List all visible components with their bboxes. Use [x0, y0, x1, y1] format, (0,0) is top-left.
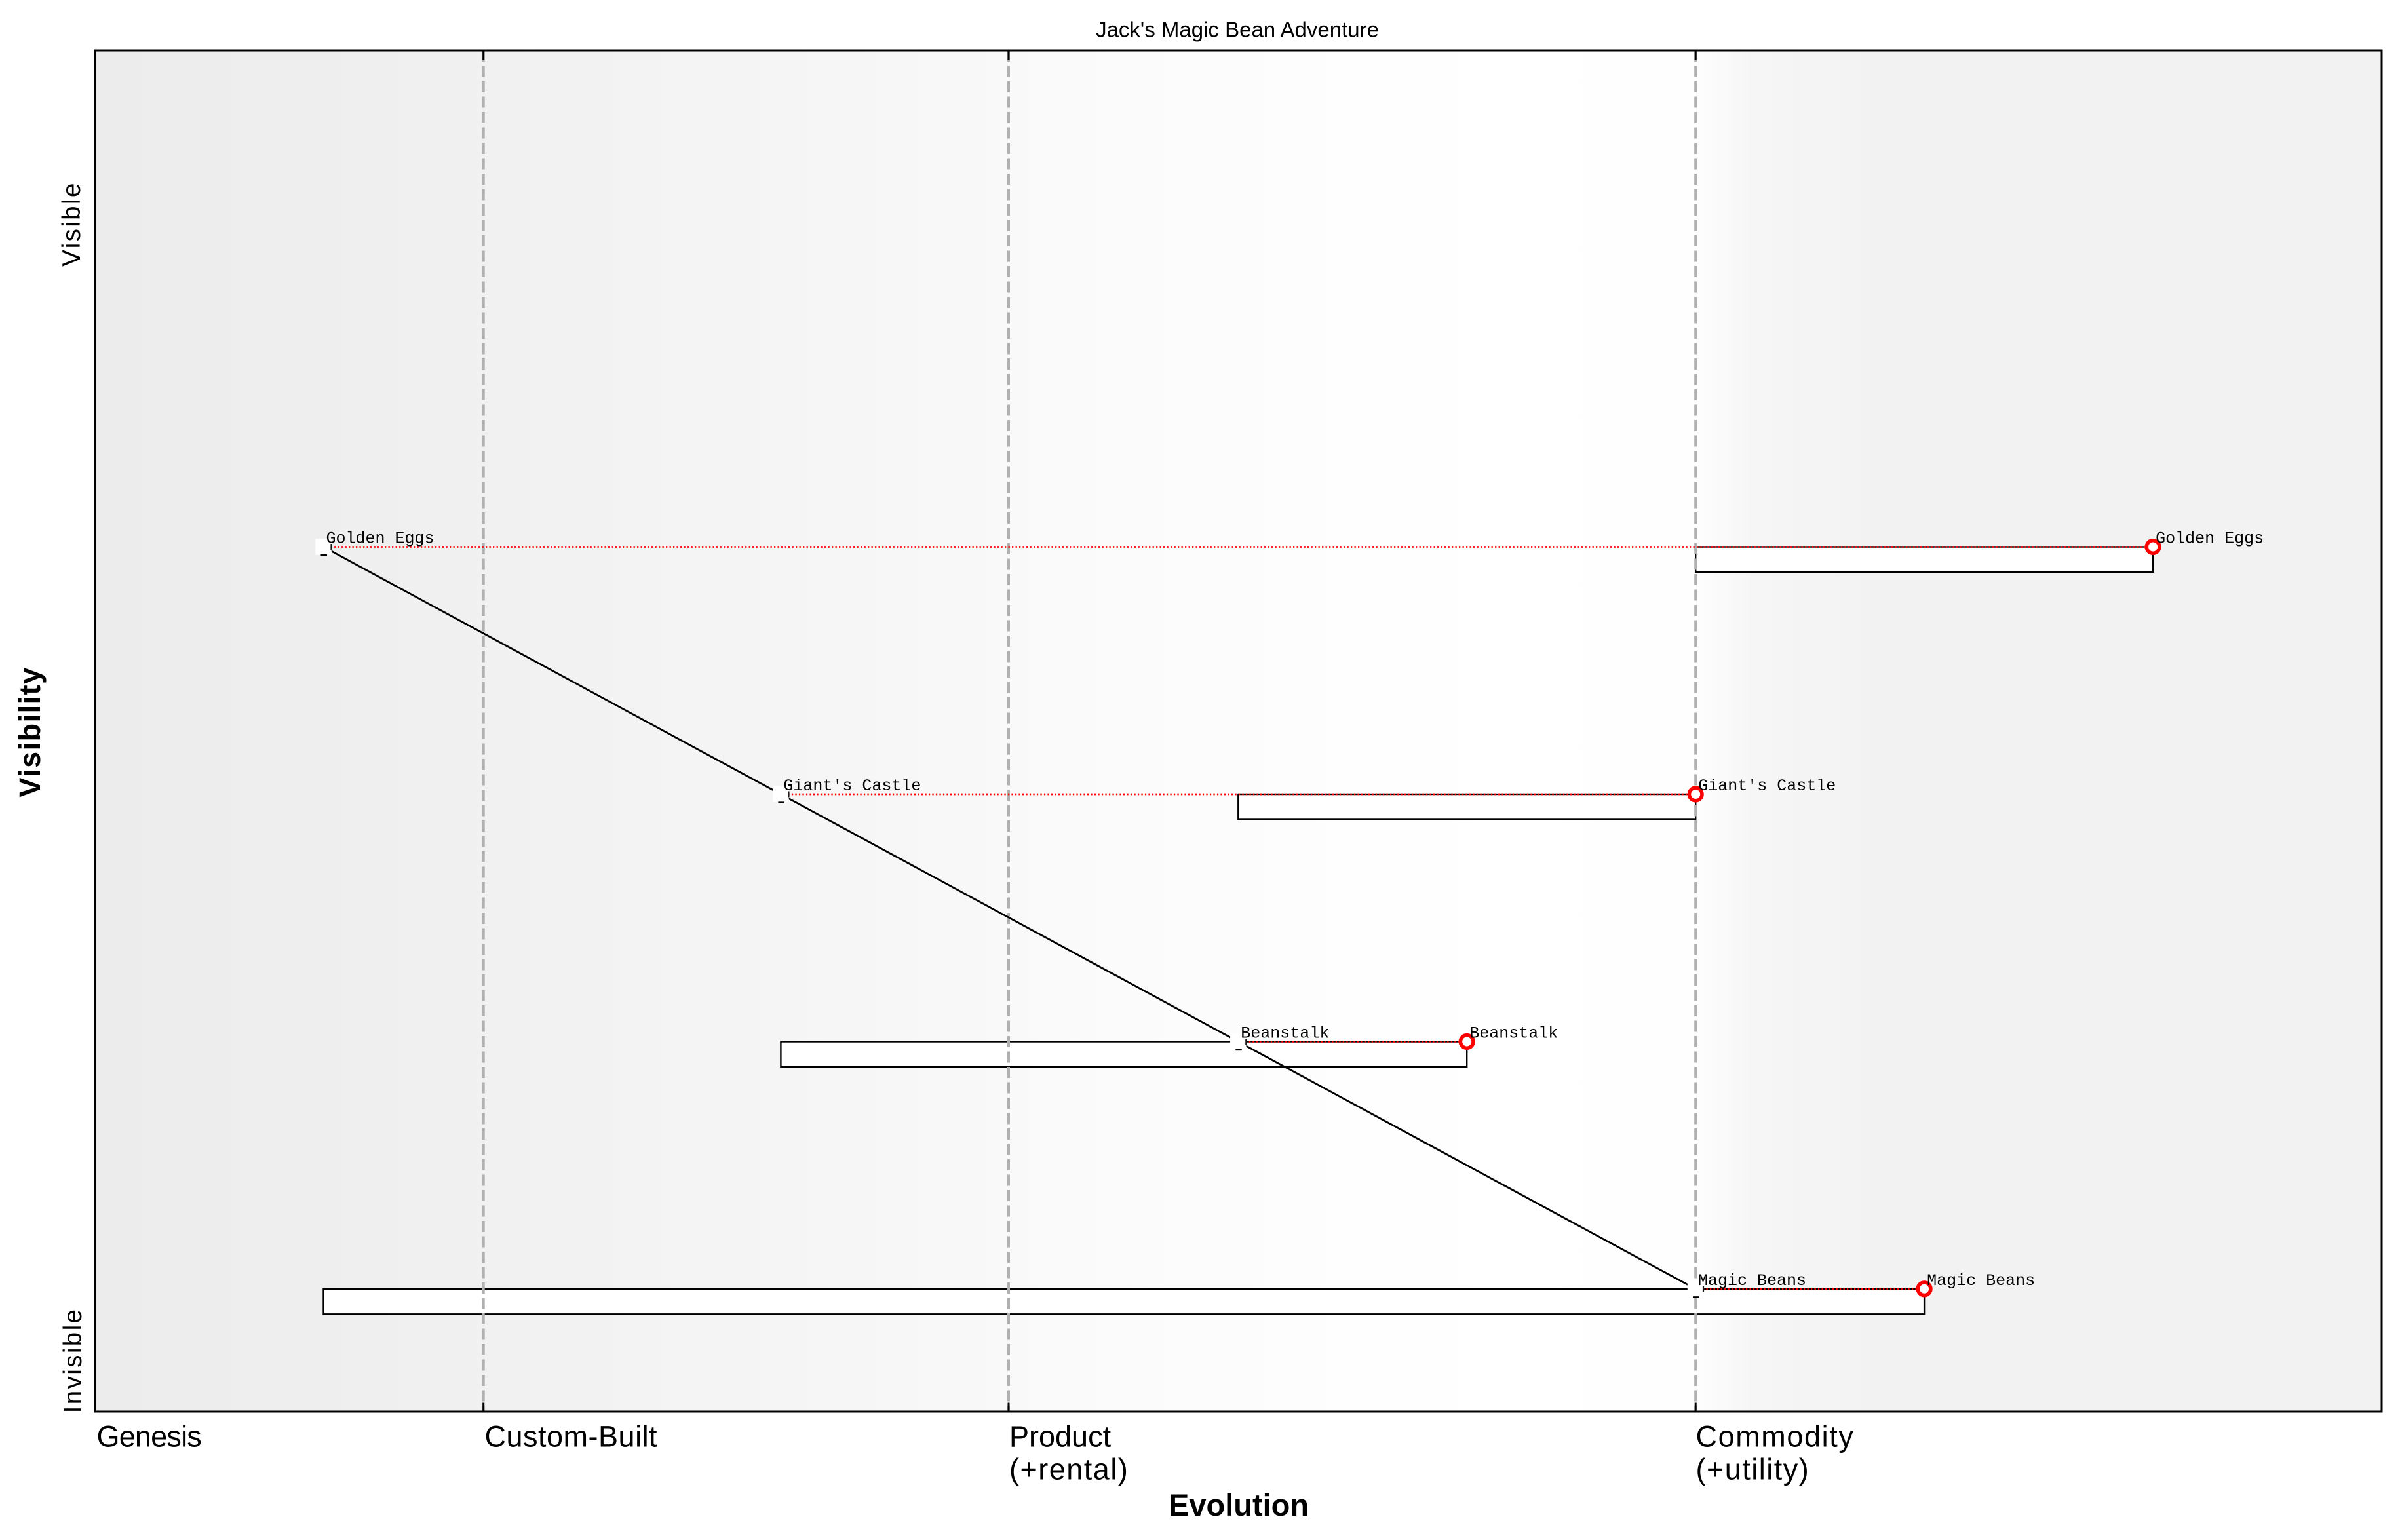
svg-text:Beanstalk: Beanstalk: [1241, 1024, 1329, 1043]
svg-text:Genesis: Genesis: [97, 1420, 201, 1453]
svg-text:Golden Eggs: Golden Eggs: [2156, 529, 2264, 549]
svg-text:Custom-Built: Custom-Built: [485, 1420, 658, 1453]
svg-text:Invisible: Invisible: [59, 1308, 87, 1414]
svg-text:Product: Product: [1009, 1420, 1112, 1453]
svg-text:Commodity: Commodity: [1696, 1420, 1855, 1453]
svg-text:Evolution: Evolution: [1169, 1488, 1309, 1522]
svg-text:Magic Beans: Magic Beans: [1698, 1271, 1806, 1290]
svg-text:Giant's Castle: Giant's Castle: [1698, 777, 1836, 796]
svg-text:Magic Beans: Magic Beans: [1927, 1271, 2035, 1290]
svg-text:Visible: Visible: [58, 182, 86, 267]
svg-text:Golden Eggs: Golden Eggs: [326, 529, 435, 549]
svg-text:(+rental): (+rental): [1009, 1453, 1129, 1486]
svg-text:Giant's Castle: Giant's Castle: [783, 777, 921, 796]
svg-text:Jack's Magic Bean Adventure: Jack's Magic Bean Adventure: [1096, 18, 1379, 42]
svg-text:Visibility: Visibility: [13, 666, 47, 797]
svg-text:Beanstalk: Beanstalk: [1469, 1024, 1558, 1043]
svg-text:(+utility): (+utility): [1696, 1453, 1810, 1486]
